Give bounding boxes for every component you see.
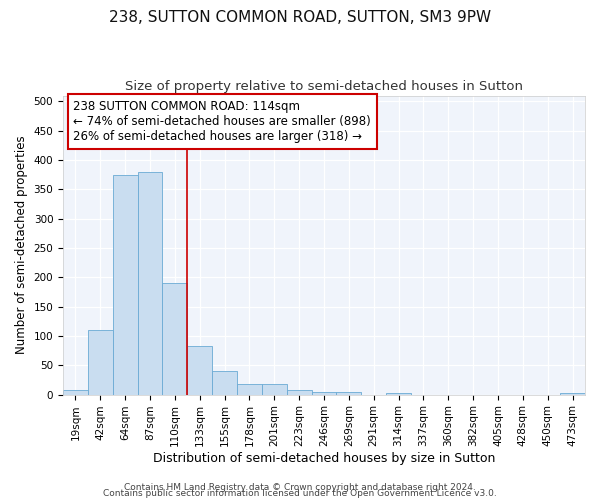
Text: 238 SUTTON COMMON ROAD: 114sqm
← 74% of semi-detached houses are smaller (898)
2: 238 SUTTON COMMON ROAD: 114sqm ← 74% of … (73, 100, 371, 143)
Bar (386, 393, 411, 394)
Bar (113, 174, 137, 394)
Bar (337, 392, 361, 394)
Bar (311, 392, 337, 394)
Title: Size of property relative to semi-detached houses in Sutton: Size of property relative to semi-detach… (125, 80, 523, 93)
Bar (163, 283, 187, 395)
Text: 238, SUTTON COMMON ROAD, SUTTON, SM3 9PW: 238, SUTTON COMMON ROAD, SUTTON, SM3 9PW (109, 10, 491, 25)
Bar (88, 330, 113, 394)
Bar (560, 393, 585, 394)
Bar (262, 384, 287, 394)
Bar (187, 346, 212, 395)
Bar (212, 371, 237, 394)
Bar (287, 390, 311, 394)
Text: Contains HM Land Registry data © Crown copyright and database right 2024.: Contains HM Land Registry data © Crown c… (124, 484, 476, 492)
Bar (63, 390, 88, 394)
Bar (137, 172, 163, 394)
Y-axis label: Number of semi-detached properties: Number of semi-detached properties (15, 136, 28, 354)
Text: Contains public sector information licensed under the Open Government Licence v3: Contains public sector information licen… (103, 490, 497, 498)
Bar (237, 384, 262, 394)
X-axis label: Distribution of semi-detached houses by size in Sutton: Distribution of semi-detached houses by … (153, 452, 495, 465)
